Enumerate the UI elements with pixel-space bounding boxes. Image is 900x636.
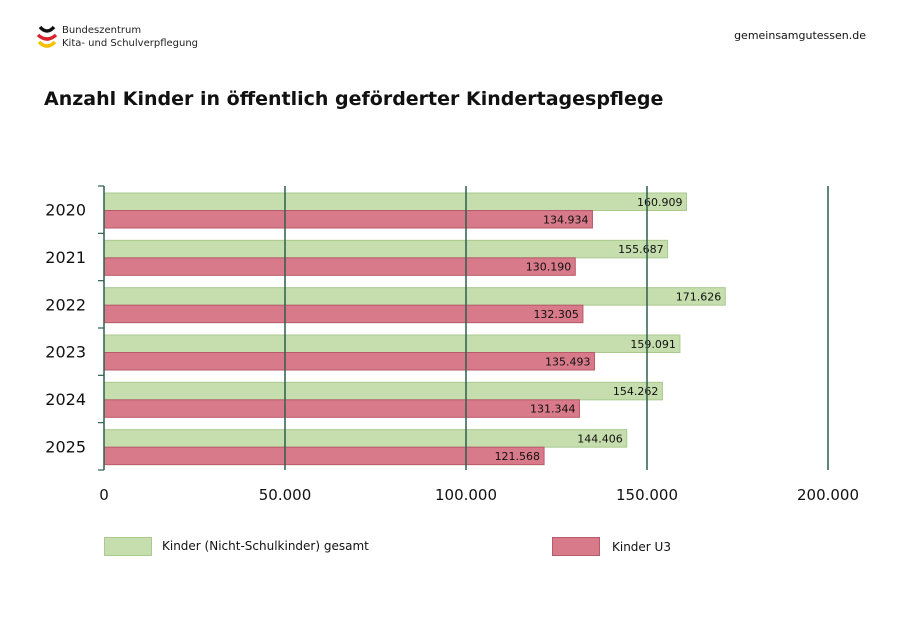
logo-line-2: Kita- und Schulverpflegung (62, 38, 199, 49)
y-tick-label-2022: 2022 (45, 295, 86, 314)
data-label-total-2025: 144.406 (577, 432, 623, 445)
bar-total-2023 (103, 334, 681, 353)
y-tick-label-2021: 2021 (45, 248, 86, 267)
bar-total-2025 (103, 429, 628, 448)
chart-title: Anzahl Kinder in öffentlich geförderter … (44, 88, 664, 110)
bar-total-2020 (103, 192, 687, 211)
x-tick-label-150000: 150.000 (616, 486, 678, 504)
y-tick-label-2024: 2024 (45, 390, 86, 409)
x-tick-label-50000: 50.000 (259, 486, 312, 504)
legend-label-total: Kinder (Nicht-Schulkinder) gesamt (162, 539, 369, 553)
bar-u3-2025 (103, 446, 545, 466)
legend-swatch-u3 (552, 537, 600, 556)
x-tick-label-200000: 200.000 (797, 486, 859, 504)
data-label-u3-2021: 130.190 (526, 261, 572, 274)
bar-u3-2023 (103, 352, 595, 371)
legend-swatch-total (104, 537, 152, 556)
legend-label-u3: Kinder U3 (612, 540, 671, 554)
logo-text: Bundeszentrum Kita- und Schulverpflegung (62, 24, 198, 50)
data-label-total-2021: 155.687 (618, 243, 664, 256)
logo-icon (36, 25, 58, 48)
data-label-u3-2024: 131.344 (530, 403, 576, 416)
data-label-u3-2022: 132.305 (533, 308, 579, 321)
bar-total-2022 (103, 287, 726, 306)
y-tick-label-2023: 2023 (45, 343, 86, 362)
data-label-total-2024: 154.262 (613, 385, 659, 398)
website-link[interactable]: gemeinsamgutessen.de (734, 29, 866, 42)
bar-u3-2020 (103, 210, 593, 229)
x-tick-label-0: 0 (99, 486, 109, 504)
bar-u3-2022 (103, 304, 584, 324)
data-label-total-2020: 160.909 (637, 196, 683, 209)
bar-total-2021 (103, 239, 669, 259)
bar-u3-2024 (103, 399, 580, 418)
data-label-u3-2020: 134.934 (543, 213, 589, 226)
data-label-u3-2023: 135.493 (545, 355, 591, 368)
x-tick-label-100000: 100.000 (435, 486, 497, 504)
data-label-u3-2025: 121.568 (495, 450, 541, 463)
data-label-total-2023: 159.091 (630, 338, 676, 351)
y-tick-label-2020: 2020 (45, 201, 86, 220)
bar-u3-2021 (103, 257, 576, 276)
data-label-total-2022: 171.626 (676, 290, 722, 303)
y-tick-label-2025: 2025 (45, 437, 86, 456)
logo-line-1: Bundeszentrum (62, 25, 142, 36)
bar-total-2024 (103, 381, 663, 401)
